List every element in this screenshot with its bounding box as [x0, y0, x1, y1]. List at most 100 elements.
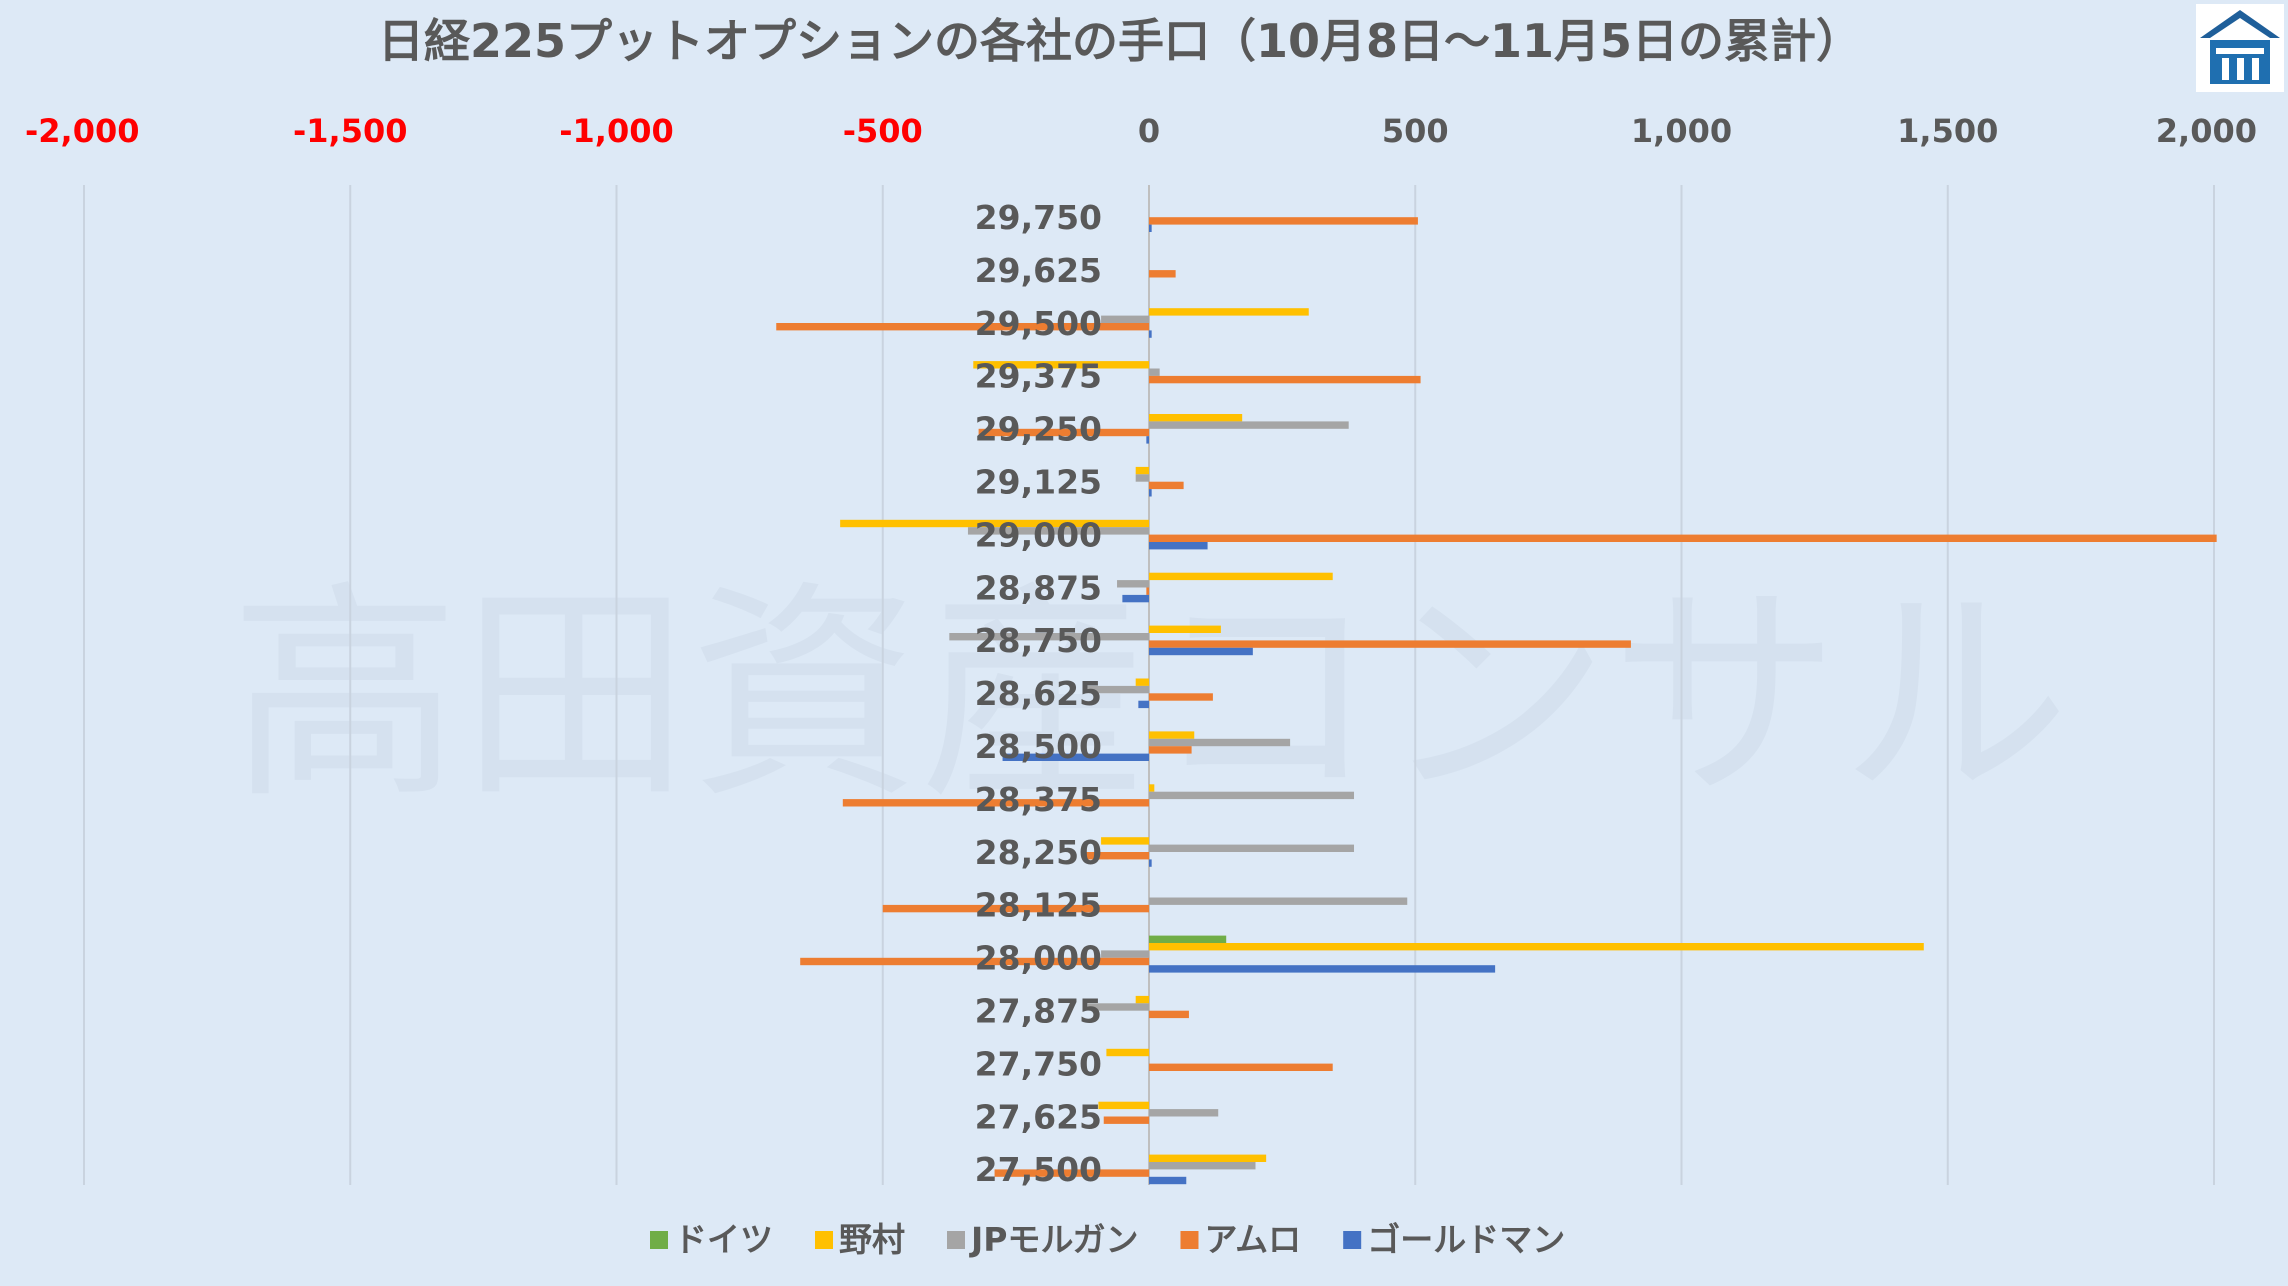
x-tick-label: -2,000 [25, 112, 140, 150]
bar [1002, 753, 1149, 761]
bar [1149, 489, 1152, 497]
bar [800, 957, 1149, 966]
y-tick-label: 29,375 [975, 357, 1102, 396]
bar [1149, 647, 1253, 656]
bar [1149, 1063, 1333, 1071]
bar [1149, 693, 1213, 701]
bar [1106, 1048, 1149, 1057]
bar [1149, 368, 1160, 376]
bar [1149, 270, 1176, 278]
bar [1149, 1010, 1189, 1019]
bar [1135, 995, 1149, 1004]
bar [1149, 481, 1184, 490]
bar [973, 361, 1149, 369]
bar [994, 1169, 1149, 1177]
legend-label: ドイツ [674, 1220, 773, 1259]
bar [1149, 375, 1421, 384]
bar [1149, 935, 1227, 943]
y-tick-label: 29,625 [975, 251, 1102, 290]
y-tick-label: 28,000 [975, 939, 1102, 978]
x-tick-label: 500 [1382, 112, 1449, 150]
bar [1149, 640, 1631, 648]
bar [1149, 534, 2217, 542]
y-tick-label: 28,500 [975, 727, 1102, 766]
legend-label: アムロ [1204, 1220, 1301, 1259]
legend-label: JPモルガン [969, 1220, 1138, 1259]
bar [978, 428, 1149, 437]
grid-lines [83, 185, 2215, 1185]
bar [1117, 580, 1149, 588]
bar [1149, 943, 1924, 951]
bar [1149, 731, 1195, 739]
x-tick-label: -1,000 [559, 112, 674, 150]
legend-swatch [947, 1231, 965, 1249]
bar [1149, 844, 1355, 852]
y-tick-label: 29,125 [975, 463, 1102, 502]
bar [1149, 421, 1349, 429]
legend: ドイツ 野村 JPモルガン アムロ ゴールドマン [650, 1220, 1565, 1259]
bar [1146, 436, 1149, 444]
bar [1085, 685, 1149, 694]
bar [1101, 315, 1149, 323]
y-tick-label: 27,500 [975, 1150, 1102, 1189]
bars [776, 217, 2217, 1185]
bar [1135, 466, 1149, 475]
bar [1149, 1176, 1187, 1185]
legend-swatch [1343, 1231, 1362, 1249]
x-axis-labels: -2,000 -1,500 -1,000 -500 0 500 1,000 1,500 2,00… [25, 112, 2257, 150]
y-axis-labels: 29,750 29,625 29,500 29,375 29,250 29,125 29,0… [975, 198, 1102, 1189]
x-tick-label: -1,500 [293, 112, 408, 150]
x-tick-label: -500 [843, 112, 923, 150]
bar [1149, 1162, 1256, 1170]
bar [1135, 474, 1149, 482]
y-tick-label: 27,750 [975, 1044, 1102, 1083]
bar [1149, 859, 1152, 867]
bar [1101, 837, 1149, 845]
bar [949, 633, 1149, 641]
bar [1149, 746, 1192, 754]
x-tick-label: 1,500 [1897, 112, 1998, 150]
bar [1149, 414, 1243, 422]
bar [1122, 594, 1149, 603]
bar [1149, 330, 1152, 338]
y-tick-label: 29,000 [975, 515, 1102, 554]
x-tick-label: 1,000 [1631, 112, 1732, 150]
bar [967, 527, 1149, 535]
bar [840, 519, 1149, 528]
y-tick-label: 28,375 [975, 780, 1102, 819]
bar [1098, 1101, 1149, 1110]
bar [1149, 791, 1355, 800]
bar [1149, 224, 1152, 232]
bar [1149, 217, 1418, 225]
legend-swatch [650, 1231, 668, 1249]
bar [776, 323, 1149, 331]
y-tick-label: 29,500 [975, 304, 1102, 343]
bar [1146, 587, 1149, 595]
bar [1149, 897, 1408, 905]
y-tick-label: 27,625 [975, 1097, 1102, 1136]
bar [1149, 784, 1155, 792]
bar [1085, 852, 1149, 860]
bar [1138, 700, 1149, 709]
bar [1149, 1109, 1219, 1117]
y-tick-label: 28,125 [975, 886, 1102, 925]
bar [842, 799, 1149, 807]
bar [882, 904, 1149, 913]
bar [1149, 625, 1221, 633]
y-tick-label: 28,875 [975, 568, 1102, 607]
logo-icon [2196, 4, 2284, 92]
legend-label: 野村 [839, 1220, 905, 1259]
legend-label: ゴールドマン [1367, 1220, 1565, 1259]
legend-swatch [815, 1231, 833, 1249]
bar [1149, 542, 1208, 550]
bar [1149, 572, 1333, 581]
bar [1149, 308, 1309, 316]
y-tick-label: 27,875 [975, 992, 1102, 1031]
bar [1149, 738, 1291, 747]
y-tick-label: 29,250 [975, 410, 1102, 449]
x-tick-label: 2,000 [2156, 112, 2257, 150]
y-tick-label: 29,750 [975, 198, 1102, 237]
chart-title: 日経225プットオプションの各社の手口（10月8日～11月5日の累計） [378, 14, 1862, 68]
bar [1135, 678, 1149, 686]
